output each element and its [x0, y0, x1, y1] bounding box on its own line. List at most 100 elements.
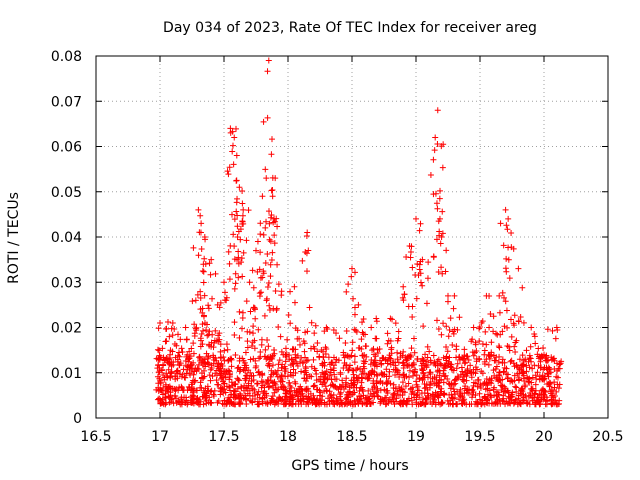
data-point [274, 367, 281, 374]
data-point [424, 275, 431, 282]
data-point [421, 381, 428, 388]
data-point [409, 401, 416, 408]
data-point [430, 391, 437, 398]
data-point [419, 282, 426, 289]
data-point [246, 279, 253, 286]
data-point [435, 325, 442, 332]
data-point [365, 375, 372, 382]
data-point [349, 339, 356, 346]
data-point [304, 357, 311, 364]
data-point [468, 338, 475, 345]
data-point [523, 398, 530, 405]
data-point [538, 396, 545, 403]
data-point [234, 234, 241, 241]
data-point [316, 354, 323, 361]
data-point [414, 356, 421, 363]
data-point [298, 386, 305, 393]
data-point [156, 352, 163, 359]
data-point [490, 367, 497, 374]
data-point [496, 377, 503, 384]
data-point [413, 372, 420, 379]
data-point [197, 379, 204, 386]
data-point [443, 247, 450, 254]
data-point [521, 383, 528, 390]
data-point [275, 281, 282, 288]
data-point [432, 190, 439, 197]
data-point [191, 330, 198, 337]
data-point [476, 325, 483, 332]
data-point [264, 251, 271, 258]
data-point [552, 397, 559, 404]
data-point [239, 315, 246, 322]
data-point [461, 346, 468, 353]
data-point [370, 345, 377, 352]
data-point [219, 374, 226, 381]
data-point [242, 372, 249, 379]
data-point [460, 371, 467, 378]
data-point [310, 392, 317, 399]
data-point [239, 325, 246, 332]
x-tick-label: 16.5 [80, 429, 111, 445]
data-point [468, 374, 475, 381]
data-point [271, 389, 278, 396]
data-point [419, 256, 426, 263]
y-tick-label: 0.01 [51, 366, 82, 382]
data-point [278, 364, 285, 371]
data-point [383, 381, 390, 388]
data-point [527, 355, 534, 362]
data-point [191, 393, 198, 400]
data-point [234, 223, 241, 230]
data-point [409, 314, 416, 321]
data-point [502, 385, 509, 392]
data-point [261, 312, 268, 319]
data-point [418, 279, 425, 286]
data-point [165, 393, 172, 400]
y-tick-label: 0.06 [51, 140, 82, 156]
data-point [167, 347, 174, 354]
data-point [444, 376, 451, 383]
data-point [320, 348, 327, 355]
data-point [200, 375, 207, 382]
data-point [246, 329, 253, 336]
data-point [502, 298, 509, 305]
data-point [367, 361, 374, 368]
data-point [264, 377, 271, 384]
data-point [517, 390, 524, 397]
data-point [445, 292, 451, 299]
data-point [253, 380, 260, 387]
data-point [424, 343, 431, 350]
data-point [510, 320, 517, 327]
data-point [394, 337, 401, 344]
data-point [512, 339, 519, 346]
data-point [274, 223, 281, 230]
data-point [394, 349, 401, 356]
data-point [538, 364, 545, 371]
data-point [265, 377, 272, 384]
data-point [373, 371, 380, 378]
data-point [207, 271, 214, 278]
data-point [531, 362, 538, 369]
data-point [399, 360, 406, 367]
data-point [228, 379, 235, 386]
data-point [370, 377, 377, 384]
data-point [450, 330, 457, 337]
data-point [204, 355, 211, 362]
data-point [225, 171, 232, 178]
data-point [519, 284, 526, 291]
data-point [197, 288, 204, 295]
data-point [299, 257, 306, 264]
data-point [301, 375, 308, 382]
data-point [378, 361, 385, 368]
y-tick-label: 0.02 [51, 321, 82, 337]
data-point [513, 361, 520, 368]
data-point [227, 129, 234, 136]
data-point [555, 385, 562, 392]
data-point [441, 391, 448, 398]
data-point [226, 260, 233, 267]
data-point [239, 218, 246, 225]
data-point [481, 393, 488, 400]
data-point [470, 352, 477, 359]
data-point [207, 388, 214, 395]
data-points [153, 57, 565, 408]
data-point [451, 377, 458, 384]
